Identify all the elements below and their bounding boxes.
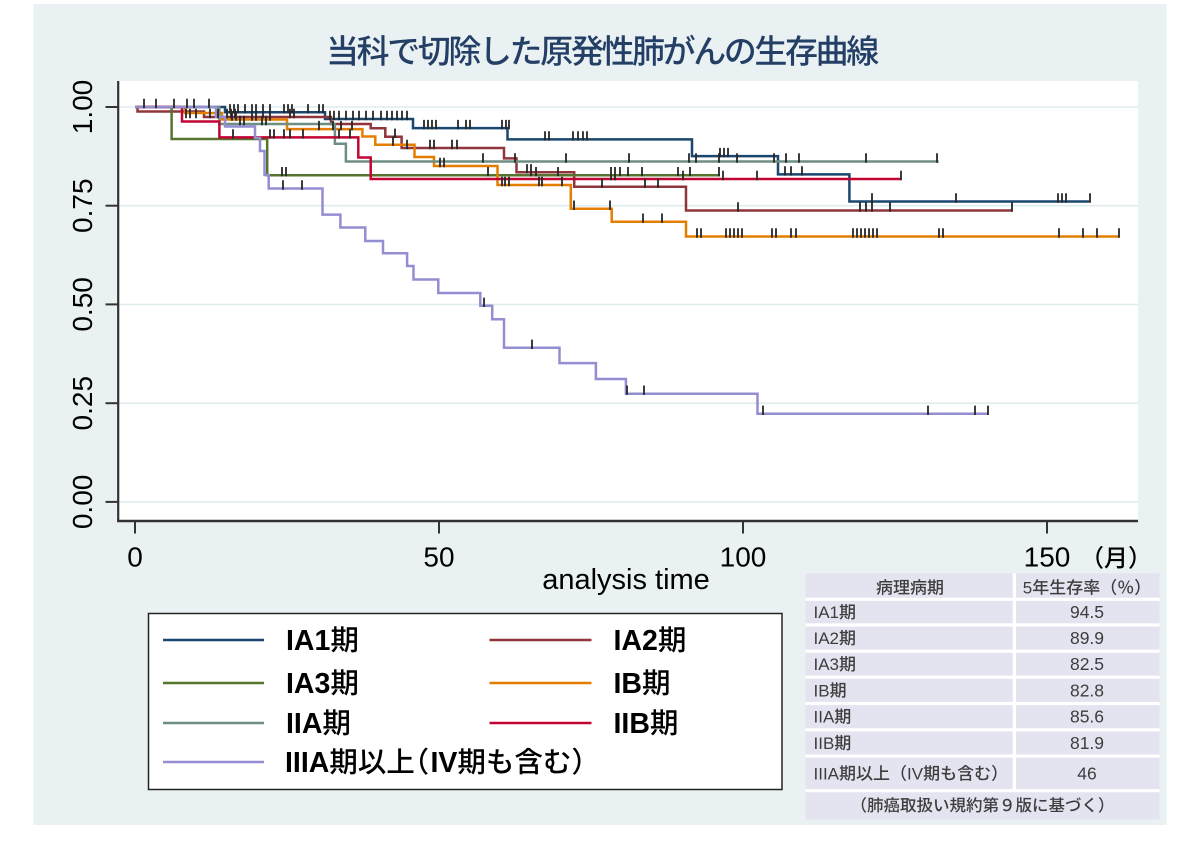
svg-text:IA1: IA1	[814, 603, 840, 622]
svg-text:94.5: 94.5	[1070, 602, 1104, 622]
svg-text:89.9: 89.9	[1070, 628, 1104, 648]
svg-text:0.00: 0.00	[67, 475, 98, 530]
svg-text:100: 100	[720, 542, 767, 573]
svg-text:150: 150	[1024, 542, 1071, 573]
svg-text:IIIA: IIIA	[285, 747, 329, 779]
svg-text:IIA: IIA	[814, 708, 835, 727]
svg-text:82.5: 82.5	[1070, 654, 1104, 674]
svg-text:IA3: IA3	[814, 655, 840, 674]
svg-text:1.00: 1.00	[67, 80, 98, 135]
svg-text:IA2: IA2	[814, 629, 840, 648]
svg-text:IA3: IA3	[286, 668, 330, 700]
svg-text:0.50: 0.50	[67, 277, 98, 332]
svg-text:IB: IB	[814, 681, 830, 700]
svg-text:5: 5	[1023, 579, 1032, 598]
svg-text:IIB: IIB	[614, 708, 650, 740]
svg-text:0.75: 0.75	[67, 178, 98, 233]
svg-text:IB: IB	[614, 668, 643, 700]
svg-text:82.8: 82.8	[1070, 680, 1104, 700]
svg-text:IA1: IA1	[286, 625, 331, 657]
svg-text:46: 46	[1077, 763, 1096, 783]
svg-text:IA2: IA2	[614, 625, 658, 657]
svg-text:IIA: IIA	[286, 708, 322, 740]
svg-text:IV: IV	[907, 764, 924, 783]
svg-text:0: 0	[127, 542, 143, 573]
svg-text:analysis time: analysis time	[542, 564, 710, 596]
svg-text:0.25: 0.25	[67, 376, 98, 431]
svg-text:IIB: IIB	[814, 734, 835, 753]
svg-text:81.9: 81.9	[1070, 733, 1104, 753]
svg-text:IV: IV	[431, 747, 458, 779]
svg-text:50: 50	[423, 542, 454, 573]
svg-text:IIIA: IIIA	[814, 764, 840, 783]
svg-text:85.6: 85.6	[1070, 707, 1104, 727]
